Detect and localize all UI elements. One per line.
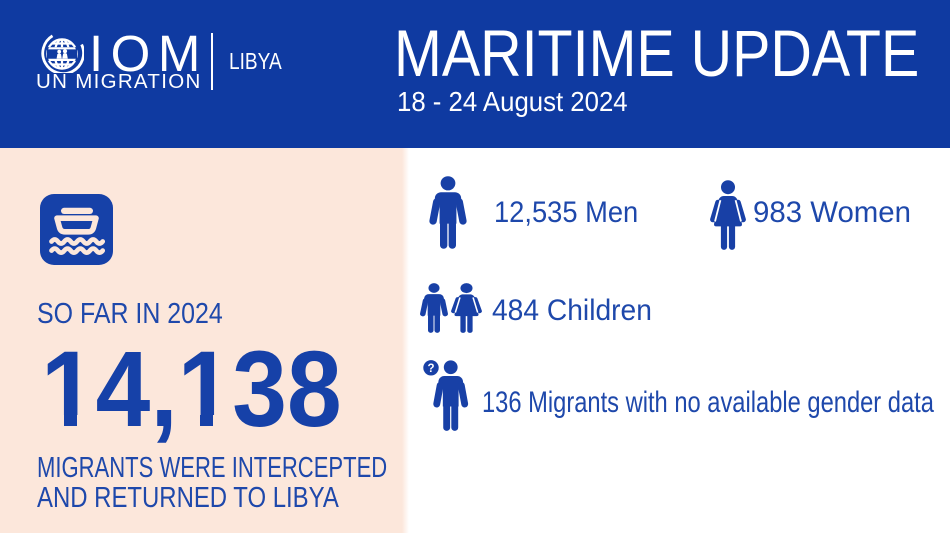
svg-text:?: ? [427, 363, 434, 375]
